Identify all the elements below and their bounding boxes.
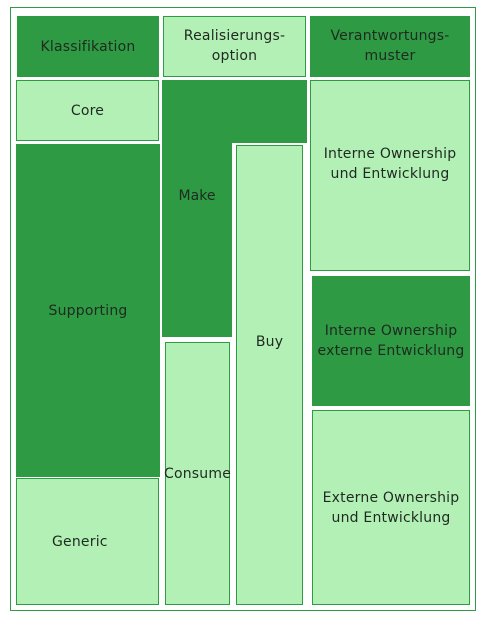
verantwortung-interne-ownership-und-entwicklung: Interne Ownership und Entwicklung	[310, 80, 470, 271]
make-shape-lower	[162, 80, 232, 337]
realisierung-consume: Consume	[164, 342, 231, 605]
verantwortung-interne-ownership-externe-entwicklung: Interne Ownership externe Entwicklung	[312, 276, 470, 406]
klassifikation-supporting: Supporting	[16, 144, 160, 477]
klassifikation-generic: Generic	[16, 478, 159, 605]
header-realisierungsoption: Realisierungs- option	[163, 16, 306, 77]
header-verantwortungsmuster: Verantwortungs- muster	[310, 16, 470, 77]
realisierung-make: Make	[178, 188, 216, 204]
klassifikation-core: Core	[16, 80, 159, 141]
verantwortung-externe-ownership-und-entwicklung: Externe Ownership und Entwicklung	[312, 410, 470, 605]
realisierung-buy: Buy	[236, 145, 303, 605]
header-klassifikation: Klassifikation	[17, 16, 159, 77]
